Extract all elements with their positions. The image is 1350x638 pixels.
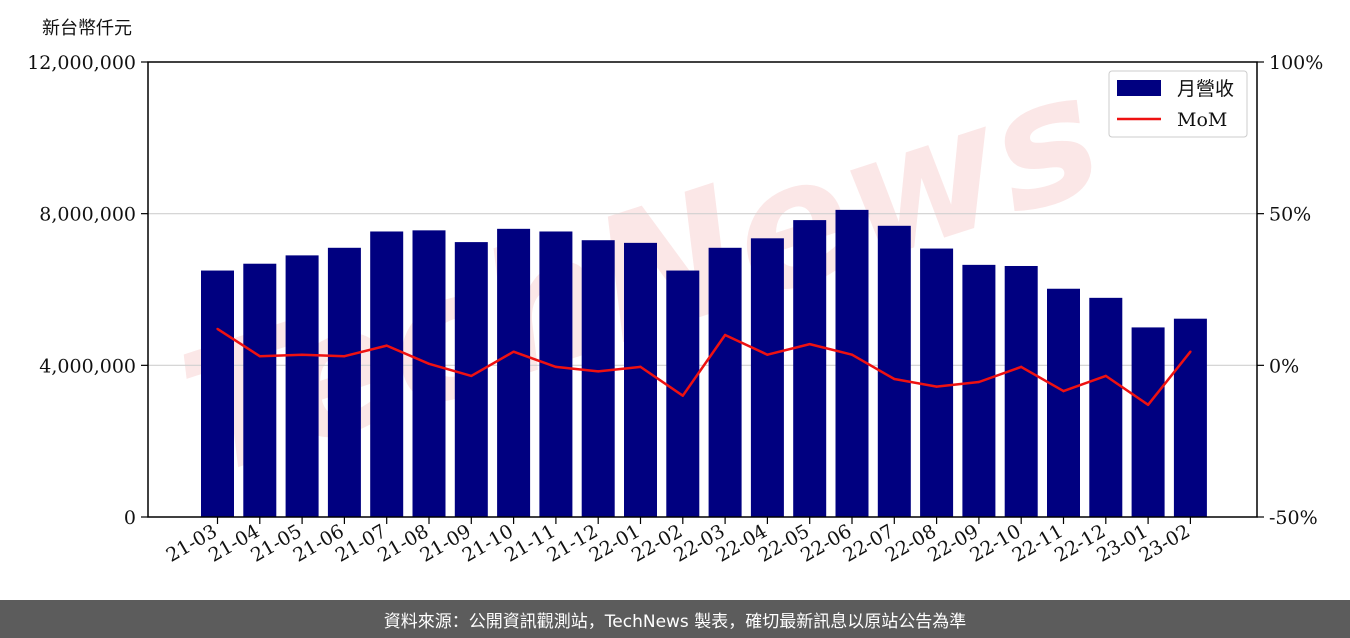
y-axis-left: 0 4,000,000 8,000,000 12,000,000 — [27, 52, 148, 529]
mom-point — [639, 365, 642, 369]
y2-tick-label: -50% — [1269, 507, 1318, 529]
revenue-bar — [497, 228, 531, 518]
mom-point — [300, 353, 304, 356]
y-axis-right: -50% 0% 50% 100% — [1257, 52, 1323, 529]
revenue-bar — [412, 230, 446, 517]
y-tick-label: 8,000,000 — [39, 204, 136, 226]
revenue-bar — [327, 247, 361, 517]
mom-point — [1104, 374, 1108, 378]
mom-point — [343, 355, 346, 358]
revenue-bar — [1131, 327, 1165, 517]
mom-point — [850, 353, 854, 356]
revenue-bar — [1004, 265, 1038, 517]
mom-point — [1020, 365, 1023, 369]
revenue-bar — [1173, 318, 1207, 517]
mom-point — [1062, 389, 1065, 393]
y2-tick-label: 50% — [1269, 204, 1311, 226]
revenue-bar — [370, 231, 404, 518]
y-tick-label: 12,000,000 — [27, 52, 136, 74]
revenue-bar — [793, 220, 827, 518]
revenue-bar — [624, 242, 657, 518]
y2-tick-label: 100% — [1269, 52, 1323, 74]
mom-point — [808, 342, 811, 346]
mom-point — [216, 327, 219, 331]
mom-point — [723, 333, 727, 337]
mom-point — [935, 385, 938, 388]
plot-frame — [147, 61, 1258, 518]
mom-point — [597, 370, 600, 373]
revenue-bar — [201, 270, 234, 517]
source-footer: 資料來源：公開資訊觀測站，TechNews 製表，確切最新訊息以原站公告為準 — [0, 600, 1350, 638]
legend: 月營收 MoM — [1108, 70, 1248, 138]
footer-text: 資料來源：公開資訊觀測站，TechNews 製表，確切最新訊息以原站公告為準 — [383, 611, 967, 632]
mom-point — [258, 355, 261, 358]
revenue-bar — [285, 255, 319, 517]
revenue-bar — [920, 248, 954, 518]
mom-point — [1189, 350, 1192, 353]
revenue-bar — [1089, 297, 1123, 517]
y-tick-label: 0 — [124, 507, 136, 529]
mom-point — [554, 365, 558, 369]
mom-point — [1146, 403, 1150, 406]
legend-bar-swatch — [1117, 80, 1161, 96]
revenue-bar — [962, 264, 996, 517]
revenue-bar — [243, 263, 277, 517]
revenue-bar — [1047, 288, 1080, 517]
mom-point — [470, 374, 473, 378]
legend-label-mom: MoM — [1177, 109, 1227, 131]
mom-point — [512, 350, 515, 353]
mom-point — [766, 353, 769, 356]
y2-tick-label: 0% — [1269, 355, 1299, 377]
revenue-bar — [708, 247, 742, 517]
legend-label-revenue: 月營收 — [1177, 78, 1234, 100]
mom-point — [977, 380, 981, 384]
revenue-bar — [454, 242, 488, 517]
bar-series — [201, 209, 1207, 518]
mom-point — [893, 377, 896, 381]
mom-point — [427, 362, 431, 366]
revenue-bar — [581, 240, 615, 518]
mom-line-series — [216, 327, 1192, 407]
y-axis-unit-label: 新台幣仟元 — [42, 18, 132, 39]
revenue-bar — [539, 231, 573, 518]
y-tick-label: 4,000,000 — [39, 355, 136, 377]
revenue-bar — [835, 209, 869, 517]
mom-line — [216, 327, 1192, 407]
mom-point — [681, 394, 684, 397]
revenue-bar — [750, 238, 784, 517]
mom-point — [385, 344, 388, 347]
x-axis: 21-0321-0421-0521-0621-0721-0821-0921-10… — [163, 517, 1194, 567]
